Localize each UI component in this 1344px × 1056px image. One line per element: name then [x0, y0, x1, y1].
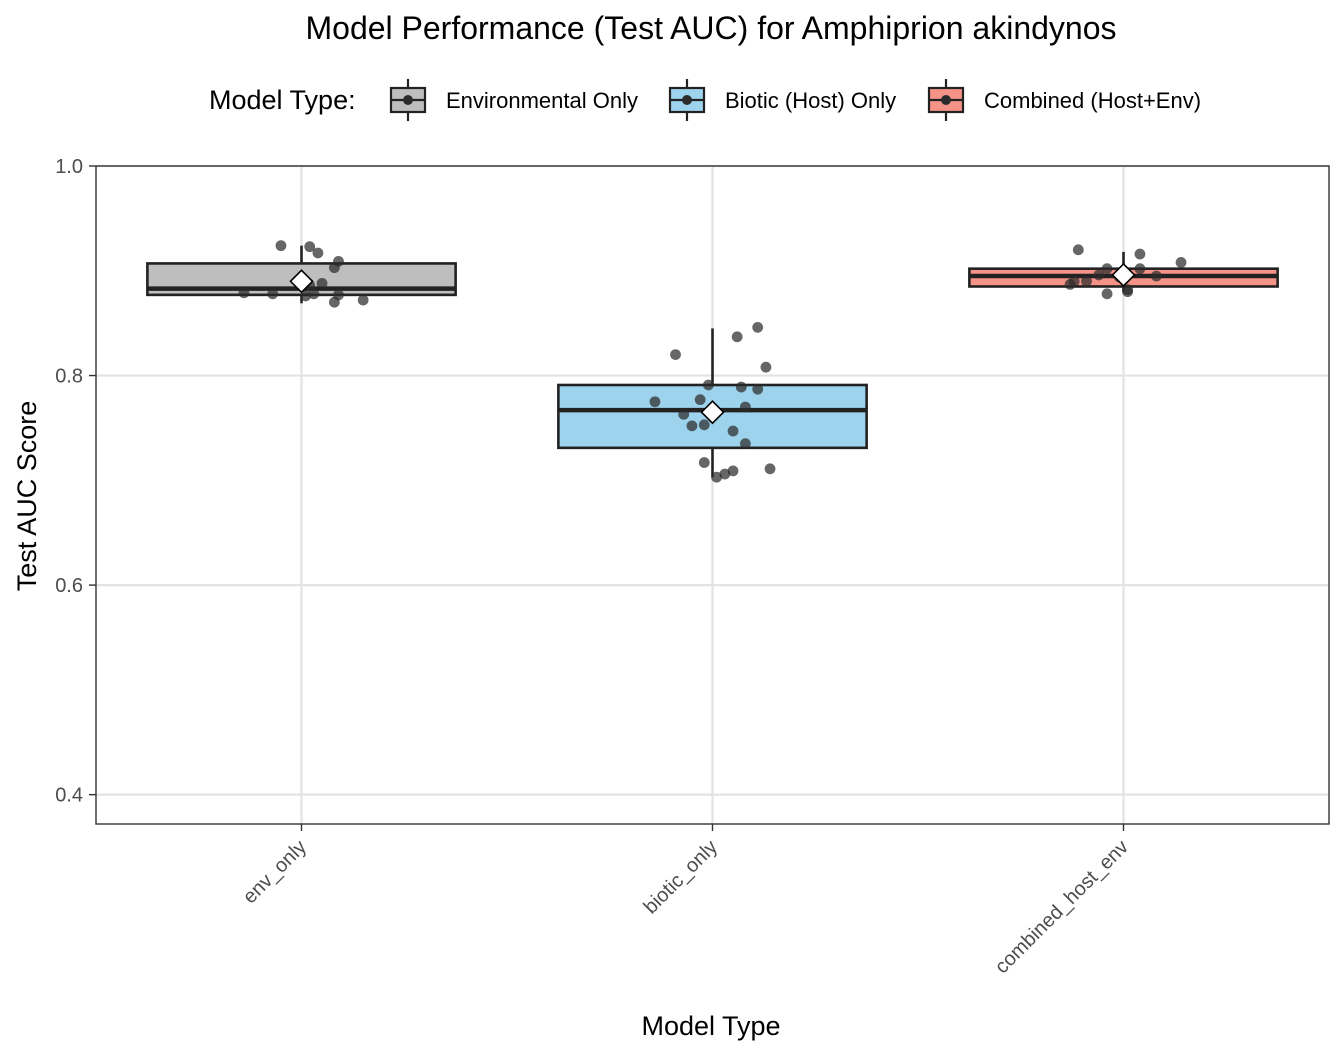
x-axis-title: Model Type: [641, 1011, 780, 1041]
chart-title: Model Performance (Test AUC) for Amphipr…: [305, 10, 1116, 46]
data-point: [686, 420, 698, 432]
data-point: [694, 394, 706, 406]
data-point: [1101, 288, 1113, 300]
data-point: [739, 401, 751, 413]
data-point: [1081, 275, 1092, 287]
legend-keys: Environmental Only Biotic (Host) Only Comb…: [389, 79, 1201, 121]
data-point: [328, 296, 340, 308]
legend-key-point: [403, 95, 413, 105]
data-point: [333, 255, 344, 267]
data-point: [1068, 275, 1080, 287]
data-point: [649, 396, 661, 408]
y-tick-label: 0.6: [55, 575, 83, 597]
mean-marker: [289, 269, 314, 294]
x-tick-label: biotic_only: [640, 836, 722, 918]
data-point: [1134, 263, 1146, 275]
data-point: [308, 288, 320, 300]
legend-label: Environmental Only: [446, 88, 638, 113]
data-point: [1122, 284, 1134, 296]
y-tick-label: 0.4: [55, 785, 83, 807]
data-point: [670, 349, 681, 360]
data-point: [304, 241, 316, 253]
data-point: [1175, 256, 1187, 268]
legend-key-point: [682, 95, 692, 105]
mean-marker: [1111, 262, 1136, 288]
points: [238, 240, 1187, 483]
data-point: [719, 468, 731, 480]
x-tick-label: combined_host_env: [991, 836, 1133, 978]
data-point: [731, 331, 743, 343]
legend-key-point: [941, 95, 951, 105]
data-point: [238, 287, 250, 299]
y-tick-label: 1.0: [55, 156, 83, 178]
legend-label: Combined (Host+Env): [984, 88, 1201, 113]
y-tick-label: 0.8: [55, 366, 83, 388]
data-point: [275, 240, 287, 252]
data-point: [1134, 248, 1146, 260]
data-point: [760, 361, 772, 373]
data-point: [727, 425, 739, 437]
data-point: [752, 321, 764, 333]
data-point: [316, 277, 328, 289]
data-point: [312, 247, 324, 259]
data-point: [727, 465, 739, 477]
data-point: [735, 381, 747, 393]
legend: Model Type: Environmental Only Biotic (Ho…: [209, 79, 1201, 121]
y-axis-title: Test AUC Score: [12, 401, 42, 592]
data-point: [678, 408, 690, 420]
data-point: [739, 438, 751, 450]
data-point: [1093, 269, 1105, 281]
data-point: [357, 294, 369, 306]
data-point: [698, 419, 710, 431]
data-point: [711, 471, 723, 483]
data-point: [1072, 244, 1084, 256]
legend-label: Biotic (Host) Only: [725, 88, 896, 113]
data-point: [1101, 263, 1113, 275]
mean-marker: [700, 400, 725, 425]
data-point: [300, 290, 312, 302]
legend-title: Model Type:: [209, 85, 356, 115]
data-point: [698, 457, 710, 468]
data-point: [702, 379, 714, 391]
plot-panel: [95, 164, 1330, 825]
data-point: [752, 383, 764, 395]
data-point: [764, 463, 776, 475]
data-point: [1150, 270, 1162, 282]
means: [289, 262, 1136, 425]
data-point: [267, 288, 279, 300]
x-tick-label: env_only: [239, 836, 311, 908]
x-axis: env_only biotic_only combined_host_env: [239, 824, 1133, 978]
y-axis: 0.4 0.6 0.8 1.0: [55, 156, 96, 807]
